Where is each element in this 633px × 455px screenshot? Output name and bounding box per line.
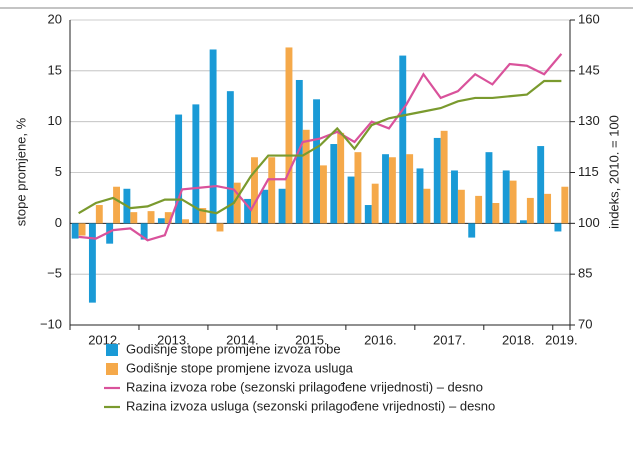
- bar: [320, 165, 327, 224]
- bar: [216, 223, 224, 232]
- bar: [502, 170, 510, 224]
- y2-tick-label: 160: [578, 11, 600, 26]
- bar: [302, 129, 310, 224]
- bar: [382, 154, 389, 224]
- bar: [451, 170, 458, 224]
- y2-tick-label: 100: [578, 215, 600, 230]
- bar: [106, 223, 114, 244]
- x-tick-label: 2012.: [88, 332, 121, 347]
- legend-swatch: [106, 344, 118, 356]
- y2-tick-label: 70: [578, 316, 592, 331]
- bar: [485, 152, 493, 224]
- bar: [244, 198, 252, 224]
- bar: [199, 208, 207, 224]
- y2-tick-label: 115: [578, 164, 599, 179]
- x-tick-label: 2014.: [226, 332, 259, 347]
- bar: [468, 223, 476, 238]
- bar: [423, 188, 431, 224]
- x-tick-label: 2013.: [157, 332, 190, 347]
- legend-label: Razina izvoza robe (sezonski prilagođene…: [126, 379, 483, 394]
- bar: [406, 154, 414, 224]
- x-tick-label: 2015.: [295, 332, 328, 347]
- bar: [354, 152, 362, 224]
- line-series: [78, 79, 562, 215]
- bar: [475, 195, 483, 224]
- bar: [95, 205, 103, 224]
- x-tick-label: 2018.: [502, 332, 535, 347]
- bar: [388, 157, 396, 224]
- bar: [192, 104, 200, 224]
- y-axis-label: stope promjene, %: [13, 117, 28, 226]
- y-tick-label: 10: [48, 113, 62, 128]
- y-tick-label: 5: [55, 164, 62, 179]
- bar: [157, 218, 165, 224]
- bar: [182, 219, 189, 224]
- bar: [399, 55, 407, 224]
- y2-tick-label: 145: [578, 62, 600, 77]
- bar: [347, 176, 355, 224]
- legend-label: Godišnje stope promjene izvoza usluga: [126, 360, 354, 375]
- bar: [364, 205, 372, 224]
- bar: [285, 47, 293, 224]
- bar: [457, 189, 465, 224]
- bar: [233, 182, 241, 224]
- bar: [251, 157, 258, 224]
- bar: [537, 146, 545, 224]
- bar: [330, 144, 338, 224]
- y2-tick-label: 130: [578, 113, 600, 128]
- bar: [88, 223, 96, 303]
- y-tick-label: 0: [55, 215, 62, 230]
- bar: [509, 180, 517, 224]
- bar: [78, 223, 86, 236]
- bar: [140, 223, 148, 240]
- bar: [175, 114, 183, 224]
- legend-label: Razina izvoza usluga (sezonski prilagođe…: [126, 398, 495, 413]
- x-tick-label: 2017.: [433, 332, 466, 347]
- bar: [416, 168, 424, 224]
- y2-axis-label: indeks, 2010. = 100: [606, 115, 621, 229]
- y-tick-label: −10: [40, 316, 62, 331]
- y2-tick-label: 85: [578, 266, 592, 281]
- bar: [209, 49, 217, 224]
- bar: [261, 189, 269, 224]
- bar: [492, 203, 500, 224]
- x-tick-label: 2019.: [545, 332, 578, 347]
- line-series: [78, 53, 563, 242]
- y-tick-label: 20: [48, 11, 62, 26]
- bar: [554, 223, 562, 232]
- bar: [440, 130, 448, 224]
- bar: [113, 186, 120, 224]
- legend-label: Godišnje stope promjene izvoza robe: [126, 341, 341, 356]
- bar: [130, 212, 138, 224]
- bar: [526, 197, 534, 224]
- bar: [164, 212, 172, 224]
- x-tick-label: 2016.: [364, 332, 397, 347]
- bar: [147, 211, 155, 224]
- bar: [371, 183, 379, 224]
- bar: [433, 137, 441, 224]
- bar: [337, 132, 345, 224]
- legend-swatch: [106, 363, 118, 375]
- bar: [278, 188, 286, 224]
- bar: [226, 91, 234, 224]
- bar: [71, 223, 79, 239]
- bar: [520, 220, 527, 224]
- bar: [561, 186, 569, 224]
- y-tick-label: 15: [48, 62, 62, 77]
- y-tick-label: −5: [47, 266, 62, 281]
- bar: [544, 193, 552, 224]
- bar: [313, 99, 320, 224]
- bar: [268, 157, 276, 224]
